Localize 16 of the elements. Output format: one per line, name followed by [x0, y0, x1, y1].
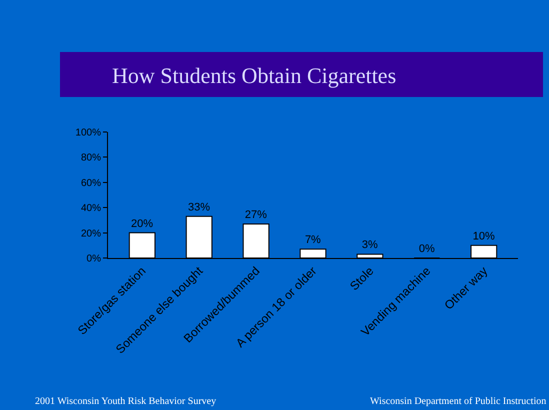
y-tick-label: 40% — [80, 203, 102, 214]
data-label: 10% — [472, 230, 495, 242]
data-label: 20% — [131, 218, 154, 230]
data-label: 33% — [188, 201, 210, 214]
data-label: 27% — [244, 208, 268, 221]
y-tick-label: 100% — [75, 128, 102, 138]
y-tick-label: 60% — [80, 178, 102, 189]
y-tick-label: 80% — [80, 152, 102, 164]
data-label: 7% — [304, 234, 322, 246]
text: 2001 Wisconsin Youth Risk Behavior Survey — [35, 396, 216, 407]
data-label: 0% — [418, 243, 435, 255]
y-tick-label: 20% — [80, 228, 102, 240]
y-tick-label: 0% — [86, 254, 102, 264]
chart-title: How Students Obtain Cigarettes — [112, 63, 396, 88]
text: Wisconsin Department of Public Instruction — [370, 396, 546, 407]
data-label: 3% — [362, 239, 378, 252]
